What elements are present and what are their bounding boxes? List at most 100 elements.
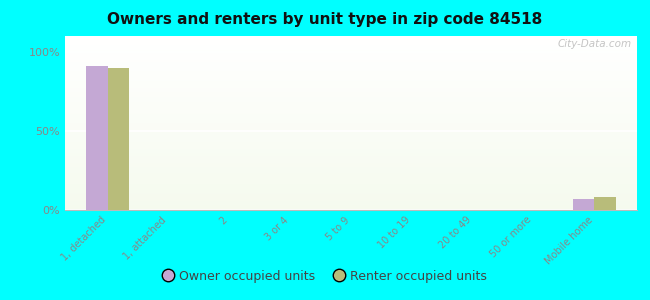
Bar <box>65 58 637 60</box>
Bar <box>108 68 129 210</box>
Bar <box>65 154 637 156</box>
Bar <box>65 156 637 158</box>
Bar <box>65 99 637 100</box>
Bar <box>65 114 637 116</box>
Bar <box>65 172 637 173</box>
Bar <box>65 142 637 144</box>
Bar <box>65 139 637 140</box>
Bar <box>65 106 637 107</box>
Bar <box>65 62 637 64</box>
Bar <box>65 188 637 189</box>
Bar <box>65 76 637 78</box>
Bar <box>65 168 637 170</box>
Bar <box>65 167 637 168</box>
Bar <box>65 85 637 86</box>
Bar <box>65 95 637 97</box>
Text: Owners and renters by unit type in zip code 84518: Owners and renters by unit type in zip c… <box>107 12 543 27</box>
Bar <box>594 197 616 210</box>
Bar <box>86 66 108 210</box>
Bar <box>65 182 637 184</box>
Bar <box>65 180 637 182</box>
Bar <box>65 41 637 43</box>
Bar <box>65 55 637 57</box>
Bar <box>65 92 637 93</box>
Bar <box>65 177 637 179</box>
Bar <box>65 163 637 165</box>
Bar <box>65 130 637 132</box>
Bar <box>65 196 637 198</box>
Bar <box>65 208 637 210</box>
Bar <box>65 60 637 62</box>
Bar <box>65 102 637 104</box>
Bar <box>65 198 637 200</box>
Bar <box>65 73 637 74</box>
Bar <box>65 43 637 45</box>
Bar <box>65 78 637 80</box>
Bar <box>65 83 637 85</box>
Bar <box>65 132 637 134</box>
Bar <box>65 111 637 112</box>
Bar <box>65 40 637 41</box>
Bar <box>65 116 637 118</box>
Bar <box>65 206 637 208</box>
Bar <box>65 189 637 191</box>
Bar <box>65 170 637 172</box>
Bar <box>65 184 637 186</box>
Bar <box>65 146 637 147</box>
Bar <box>65 137 637 139</box>
Bar <box>65 173 637 175</box>
Bar <box>65 165 637 167</box>
Bar <box>65 201 637 203</box>
Bar <box>65 175 637 177</box>
Bar <box>65 112 637 114</box>
Bar <box>65 52 637 53</box>
Bar <box>65 160 637 161</box>
Bar <box>65 38 637 40</box>
Bar <box>65 74 637 76</box>
Bar <box>65 134 637 135</box>
Legend: Owner occupied units, Renter occupied units: Owner occupied units, Renter occupied un… <box>158 265 492 288</box>
Bar <box>65 107 637 109</box>
Bar <box>65 80 637 81</box>
Bar <box>65 193 637 194</box>
Bar <box>65 57 637 58</box>
Bar <box>65 205 637 206</box>
Bar <box>65 191 637 193</box>
Bar <box>65 86 637 88</box>
Bar <box>65 158 637 160</box>
Bar <box>65 97 637 99</box>
Bar <box>65 45 637 46</box>
Bar <box>65 149 637 151</box>
Bar <box>65 53 637 55</box>
Text: City-Data.com: City-Data.com <box>557 40 631 50</box>
Bar <box>65 147 637 149</box>
Bar <box>65 128 637 130</box>
Bar <box>65 90 637 92</box>
Bar <box>65 81 637 83</box>
Bar <box>65 151 637 153</box>
Bar <box>65 127 637 128</box>
Bar <box>65 88 637 90</box>
Bar <box>65 66 637 67</box>
Bar <box>65 48 637 50</box>
Bar <box>65 104 637 106</box>
Bar <box>65 109 637 111</box>
Bar <box>65 194 637 196</box>
Bar <box>65 119 637 121</box>
Bar <box>65 64 637 66</box>
Bar <box>65 36 637 38</box>
Bar <box>65 200 637 201</box>
Bar <box>65 100 637 102</box>
Bar <box>65 69 637 71</box>
Bar <box>65 67 637 69</box>
Bar <box>65 179 637 180</box>
Bar <box>65 50 637 52</box>
Bar <box>65 93 637 95</box>
Bar <box>573 199 594 210</box>
Bar <box>65 135 637 137</box>
Bar <box>65 186 637 188</box>
Bar <box>65 46 637 48</box>
Bar <box>65 144 637 146</box>
Bar <box>65 118 637 119</box>
Bar <box>65 71 637 73</box>
